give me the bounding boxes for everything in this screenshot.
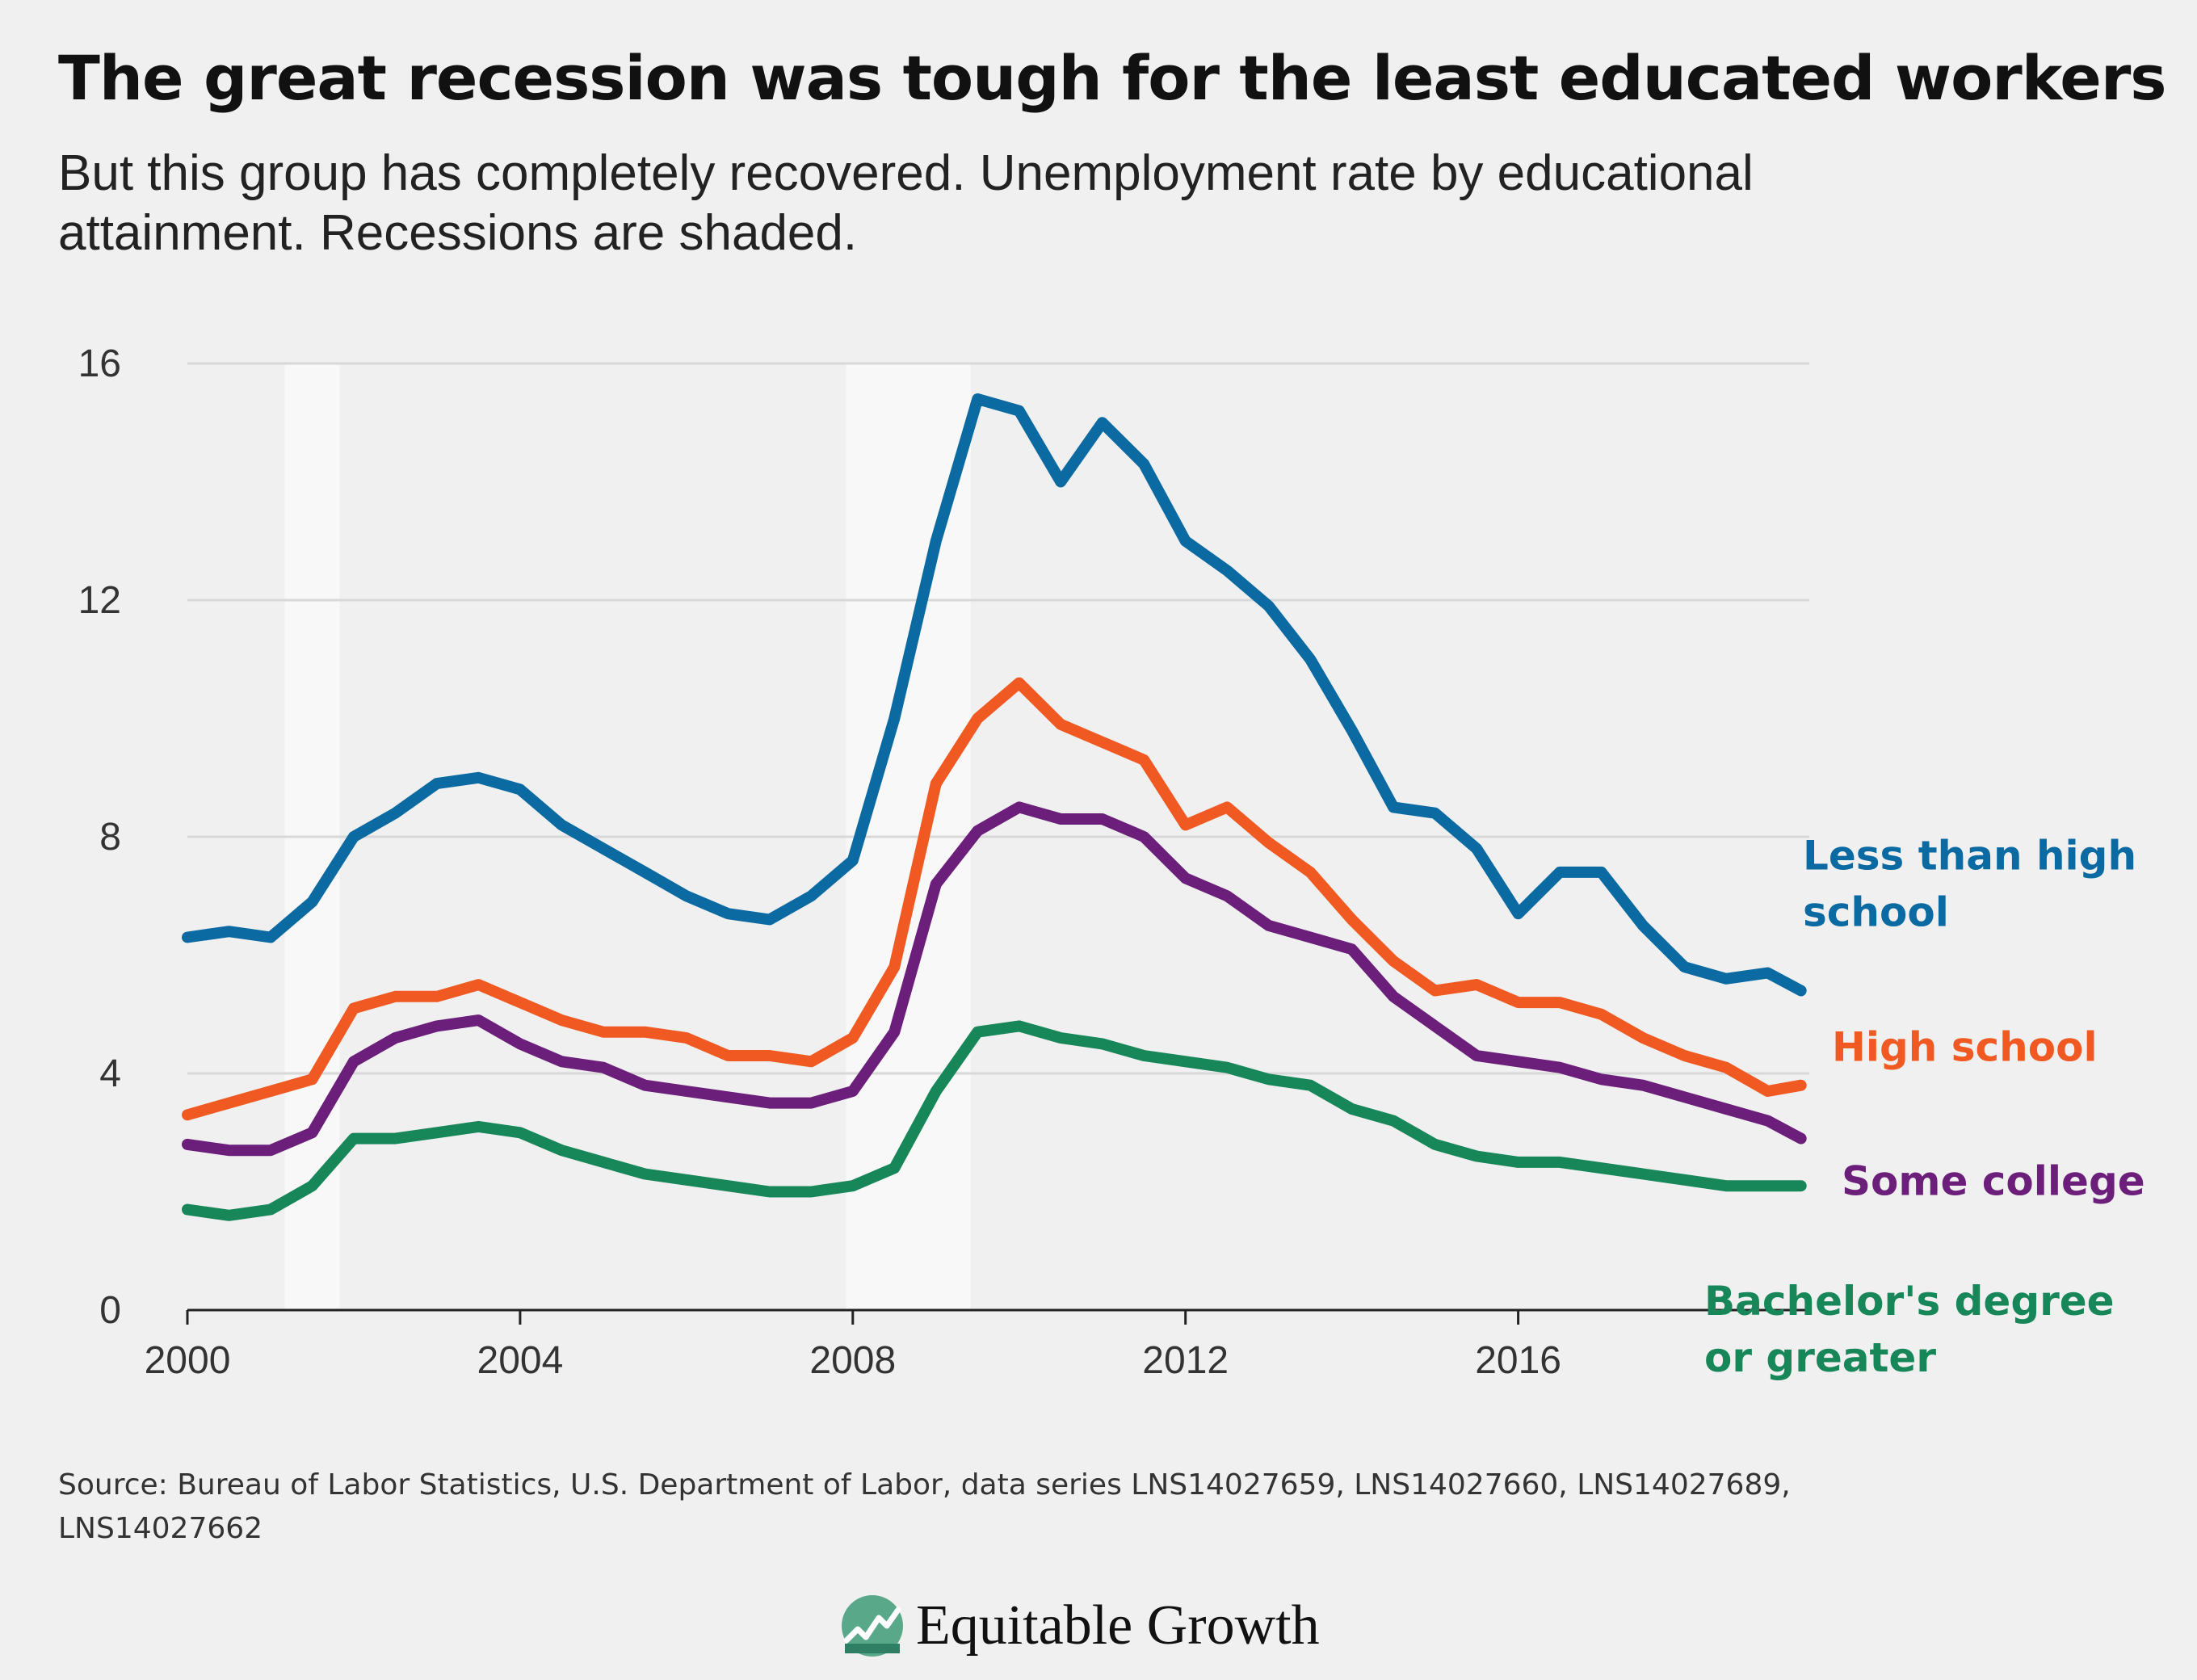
y-tick-label: 0: [99, 1289, 121, 1332]
series-line-some-college: [182, 801, 1807, 1157]
x-tick-label: 2000: [145, 1339, 231, 1382]
series-label-bachelor-s-degree-or-greater: Bachelor's degree or greater: [1704, 1278, 2115, 1381]
x-tick-label: 2012: [1142, 1339, 1229, 1382]
equitable-growth-logo-icon: [842, 1595, 903, 1657]
chart-title: The great recession was tough for the le…: [58, 42, 2167, 114]
brand-name: Equitable Growth: [916, 1594, 1320, 1657]
y-tick-label: 16: [78, 342, 121, 385]
x-tick-label: 2004: [477, 1339, 564, 1382]
series-label-some-college: Some college: [1842, 1158, 2145, 1205]
series-label-high-school: High school: [1832, 1024, 2098, 1071]
x-tick-label: 2016: [1475, 1339, 1561, 1382]
series-line-bachelor-s-degree-or-greater: [182, 1020, 1807, 1221]
y-tick-label: 8: [99, 816, 121, 859]
brand-logo: Equitable Growth: [840, 1590, 1320, 1662]
line-chart: 0 4 8 12 16 2000 2004 2008 2012 2016 Less than hi…: [78, 342, 2145, 1382]
y-tick-label: 12: [78, 579, 121, 622]
chart-subtitle: But this group has completely recovered.…: [58, 145, 1754, 261]
x-tick-label: 2008: [809, 1339, 896, 1382]
series-line-high-school: [182, 677, 1807, 1121]
y-tick-label: 4: [99, 1052, 121, 1095]
series-label-less-than-high-school: Less than high school: [1803, 832, 2136, 935]
source-note: Source: Bureau of Labor Statistics, U.S.…: [58, 1468, 1791, 1545]
series-line-less-than-high-school: [182, 393, 1807, 997]
